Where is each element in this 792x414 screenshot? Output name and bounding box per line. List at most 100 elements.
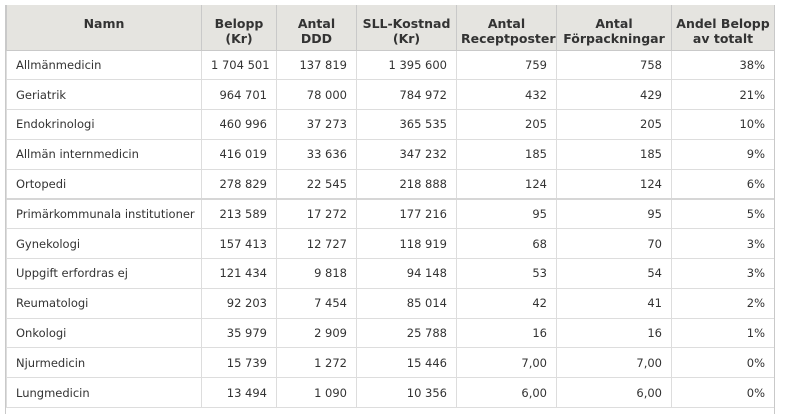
cell-belopp: 213 589 (201, 198, 277, 230)
cell-andel-belopp: 3% (671, 258, 774, 289)
cell-sll-kostnad: 10 356 (356, 377, 457, 409)
cell-andel-belopp: 6% (671, 168, 774, 200)
cell-andel-belopp: 10% (671, 109, 774, 140)
table-row: Uppgift erfordras ej 121 434 9 818 94 148 53… (6, 258, 774, 289)
cell-belopp: 121 434 (201, 258, 277, 289)
cell-andel-belopp: 38% (671, 49, 774, 81)
cell-andel-belopp: 21% (671, 79, 774, 111)
cell-antal-ddd: 1 272 (276, 347, 357, 379)
statistics-table: Namn Belopp (Kr) Antal DDD SLL-Kostnad (Kr… (6, 5, 774, 409)
cell-antal-ddd: 1 090 (276, 377, 357, 409)
cell-antal-ddd: 78 000 (276, 79, 357, 111)
cell-antal-ddd: 37 273 (276, 109, 357, 140)
column-header-andel-belopp[interactable]: Andel Belopp av totalt (671, 5, 774, 51)
cell-andel-belopp: 5% (671, 198, 774, 230)
cell-namn: Allmänmedicin (6, 49, 202, 81)
table-row: Primärkommunala institutioner 213 589 17 2… (6, 198, 774, 230)
cell-belopp: 15 739 (201, 347, 277, 379)
cell-namn: Uppgift erfordras ej (6, 258, 202, 289)
cell-namn: Endokrinologi (6, 109, 202, 140)
column-header-antal-forpackningar[interactable]: Antal Förpackningar (556, 5, 672, 51)
column-header-namn[interactable]: Namn (6, 5, 202, 51)
cell-sll-kostnad: 15 446 (356, 347, 457, 379)
cell-sll-kostnad: 218 888 (356, 168, 457, 200)
cell-antal-ddd: 7 454 (276, 287, 357, 319)
cell-antal-receptposter: 16 (456, 317, 557, 349)
cell-belopp: 416 019 (201, 138, 277, 170)
cell-belopp: 35 979 (201, 317, 277, 349)
cell-antal-ddd: 137 819 (276, 49, 357, 81)
cell-andel-belopp: 3% (671, 228, 774, 260)
table-row: Gynekologi 157 413 12 727 118 919 68 70 3% (6, 228, 774, 260)
cell-andel-belopp: 0% (671, 377, 774, 409)
cell-antal-forpackningar: 124 (556, 168, 672, 200)
cell-antal-receptposter: 124 (456, 168, 557, 200)
cell-antal-forpackningar: 70 (556, 228, 672, 260)
cell-belopp: 92 203 (201, 287, 277, 319)
cell-antal-ddd: 9 818 (276, 258, 357, 289)
cell-sll-kostnad: 118 919 (356, 228, 457, 260)
cell-antal-receptposter: 205 (456, 109, 557, 140)
cell-namn: Onkologi (6, 317, 202, 349)
cell-antal-ddd: 17 272 (276, 198, 357, 230)
cell-belopp: 157 413 (201, 228, 277, 260)
cell-antal-receptposter: 6,00 (456, 377, 557, 409)
cell-belopp: 964 701 (201, 79, 277, 111)
column-header-antal-receptposter[interactable]: Antal Receptposter (456, 5, 557, 51)
cell-namn: Njurmedicin (6, 347, 202, 379)
cell-namn: Geriatrik (6, 79, 202, 111)
table-row: Geriatrik 964 701 78 000 784 972 432 429 21% (6, 79, 774, 111)
cell-antal-receptposter: 759 (456, 49, 557, 81)
cell-belopp: 278 829 (201, 168, 277, 200)
table-body: Allmänmedicin 1 704 501 137 819 1 395 600 75… (6, 49, 774, 409)
cell-antal-forpackningar: 41 (556, 287, 672, 319)
cell-antal-forpackningar: 429 (556, 79, 672, 111)
cell-antal-ddd: 33 636 (276, 138, 357, 170)
cell-antal-receptposter: 185 (456, 138, 557, 170)
cell-namn: Primärkommunala institutioner (6, 198, 202, 230)
cell-sll-kostnad: 365 535 (356, 109, 457, 140)
cell-antal-forpackningar: 205 (556, 109, 672, 140)
cell-antal-receptposter: 95 (456, 198, 557, 230)
cell-belopp: 460 996 (201, 109, 277, 140)
cell-antal-receptposter: 53 (456, 258, 557, 289)
cell-belopp: 13 494 (201, 377, 277, 409)
table-row: Endokrinologi 460 996 37 273 365 535 205 205 1… (6, 109, 774, 140)
cell-sll-kostnad: 1 395 600 (356, 49, 457, 81)
cell-antal-forpackningar: 185 (556, 138, 672, 170)
cell-belopp: 1 704 501 (201, 49, 277, 81)
cell-antal-forpackningar: 6,00 (556, 377, 672, 409)
cell-andel-belopp: 2% (671, 287, 774, 319)
cell-antal-forpackningar: 16 (556, 317, 672, 349)
column-header-belopp[interactable]: Belopp (Kr) (201, 5, 277, 51)
cell-andel-belopp: 9% (671, 138, 774, 170)
cell-antal-receptposter: 68 (456, 228, 557, 260)
cell-namn: Gynekologi (6, 228, 202, 260)
cell-sll-kostnad: 85 014 (356, 287, 457, 319)
cell-antal-forpackningar: 7,00 (556, 347, 672, 379)
table-row: Reumatologi 92 203 7 454 85 014 42 41 2% (6, 287, 774, 319)
cell-andel-belopp: 1% (671, 317, 774, 349)
cell-antal-receptposter: 42 (456, 287, 557, 319)
cell-antal-ddd: 12 727 (276, 228, 357, 260)
cell-sll-kostnad: 347 232 (356, 138, 457, 170)
cell-sll-kostnad: 25 788 (356, 317, 457, 349)
cell-antal-receptposter: 7,00 (456, 347, 557, 379)
cell-antal-receptposter: 432 (456, 79, 557, 111)
cell-sll-kostnad: 94 148 (356, 258, 457, 289)
cell-namn: Lungmedicin (6, 377, 202, 409)
table-header-row: Namn Belopp (Kr) Antal DDD SLL-Kostnad (Kr… (6, 5, 774, 51)
table-row: Ortopedi 278 829 22 545 218 888 124 124 6% (6, 168, 774, 200)
cell-sll-kostnad: 177 216 (356, 198, 457, 230)
table-row: Njurmedicin 15 739 1 272 15 446 7,00 7,00 0% (6, 347, 774, 379)
cell-namn: Reumatologi (6, 287, 202, 319)
column-header-antal-ddd[interactable]: Antal DDD (276, 5, 357, 51)
statistics-table-container: Namn Belopp (Kr) Antal DDD SLL-Kostnad (Kr… (5, 5, 775, 414)
cell-antal-ddd: 22 545 (276, 168, 357, 200)
cell-antal-forpackningar: 95 (556, 198, 672, 230)
cell-namn: Allmän internmedicin (6, 138, 202, 170)
column-header-sll-kostnad[interactable]: SLL-Kostnad (Kr) (356, 5, 457, 51)
table-row: Lungmedicin 13 494 1 090 10 356 6,00 6,00 0% (6, 377, 774, 409)
table-row: Allmän internmedicin 416 019 33 636 347 232… (6, 138, 774, 170)
cell-antal-forpackningar: 758 (556, 49, 672, 81)
